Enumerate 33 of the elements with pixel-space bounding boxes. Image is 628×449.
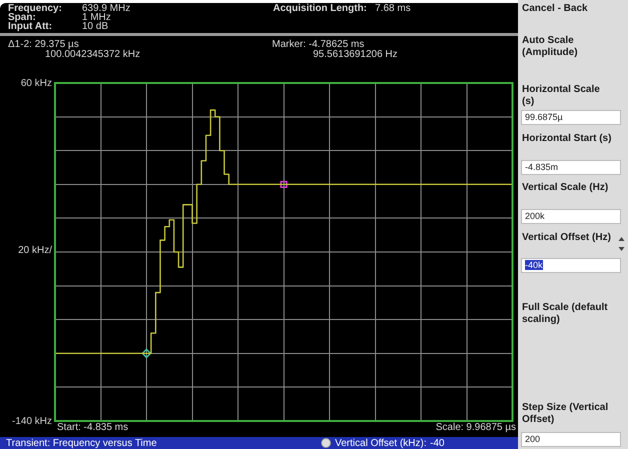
text: 100.0042345372 kHz xyxy=(45,49,140,60)
text: 639.9 MHz xyxy=(82,3,130,14)
text: Transient: Frequency versus Time xyxy=(6,438,157,449)
text: 200 xyxy=(521,432,621,447)
text: Full Scale (default scaling) xyxy=(522,302,609,326)
text: 10 dB xyxy=(82,21,108,32)
text: -40k xyxy=(525,260,543,270)
text: 7.68 ms xyxy=(375,3,411,14)
y-tick-label: -140 kHz xyxy=(12,416,52,427)
text: Scale: 9.96875 µs xyxy=(436,422,516,433)
text: Δ1-2: 29.375 µs xyxy=(8,39,79,50)
text: Step Size (Vertical Offset) xyxy=(522,402,610,426)
text: Vertical Offset (kHz): xyxy=(335,438,427,449)
text: 200k xyxy=(521,209,621,224)
text: Span: xyxy=(8,12,36,23)
text: 95.5613691206 Hz xyxy=(313,49,398,60)
text: Horizontal Scale (s) xyxy=(522,84,601,108)
text: Cancel - Back xyxy=(522,3,589,15)
text: Auto Scale (Amplitude) xyxy=(522,35,579,59)
text: 1 MHz xyxy=(82,12,111,23)
text: Marker: -4.78625 ms xyxy=(272,39,364,50)
y-tick-label: 60 kHz xyxy=(20,78,52,89)
text: Acquisition Length: xyxy=(273,3,367,14)
text: Start: -4.835 ms xyxy=(57,422,128,433)
text: -4.835m xyxy=(521,160,621,175)
text: 99.6875µ xyxy=(521,110,621,125)
text: Frequency: xyxy=(8,3,62,14)
text: Vertical Offset (Hz) xyxy=(522,232,612,244)
text: Horizontal Start (s) xyxy=(522,133,612,145)
text: -40 xyxy=(430,438,444,449)
text: Input Att: xyxy=(8,21,52,32)
y-axis-title: 20 kHz/ xyxy=(18,245,52,256)
text: Vertical Scale (Hz) xyxy=(522,182,610,194)
